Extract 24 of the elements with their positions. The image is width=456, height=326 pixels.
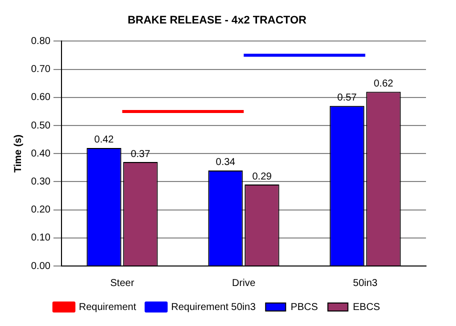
y-tick-label: 0.70 bbox=[30, 64, 51, 76]
y-tick-label: 0.40 bbox=[30, 148, 51, 160]
y-tick-label: 0.50 bbox=[30, 120, 51, 132]
y-tick-label: 0.00 bbox=[30, 260, 51, 272]
y-tick-label: 0.30 bbox=[30, 176, 51, 188]
x-tick-label: Drive bbox=[232, 278, 256, 289]
data-label: 0.37 bbox=[130, 148, 151, 160]
data-label: 0.57 bbox=[337, 92, 358, 104]
data-label: 0.29 bbox=[252, 171, 272, 182]
y-tick-label: 0.20 bbox=[30, 204, 51, 216]
x-tick-label: 50in3 bbox=[353, 278, 378, 289]
y-tick-label: 0.80 bbox=[30, 36, 51, 47]
data-label: 0.62 bbox=[374, 78, 394, 90]
legend-label: EBCS bbox=[352, 302, 380, 313]
legend-label: Requirement 50in3 bbox=[171, 302, 256, 313]
y-tick-label: 0.60 bbox=[30, 92, 51, 104]
y-axis-title: Time (s) bbox=[12, 134, 24, 173]
x-tick-label: Steer bbox=[110, 278, 135, 289]
data-label: 0.34 bbox=[216, 157, 236, 168]
chart-title: BRAKE RELEASE - 4x2 TRACTOR bbox=[128, 14, 306, 27]
legend-label: PBCS bbox=[290, 302, 318, 313]
legend-label: Requirement bbox=[78, 302, 136, 313]
y-tick-label: 0.10 bbox=[30, 232, 51, 244]
data-label: 0.42 bbox=[94, 134, 114, 146]
